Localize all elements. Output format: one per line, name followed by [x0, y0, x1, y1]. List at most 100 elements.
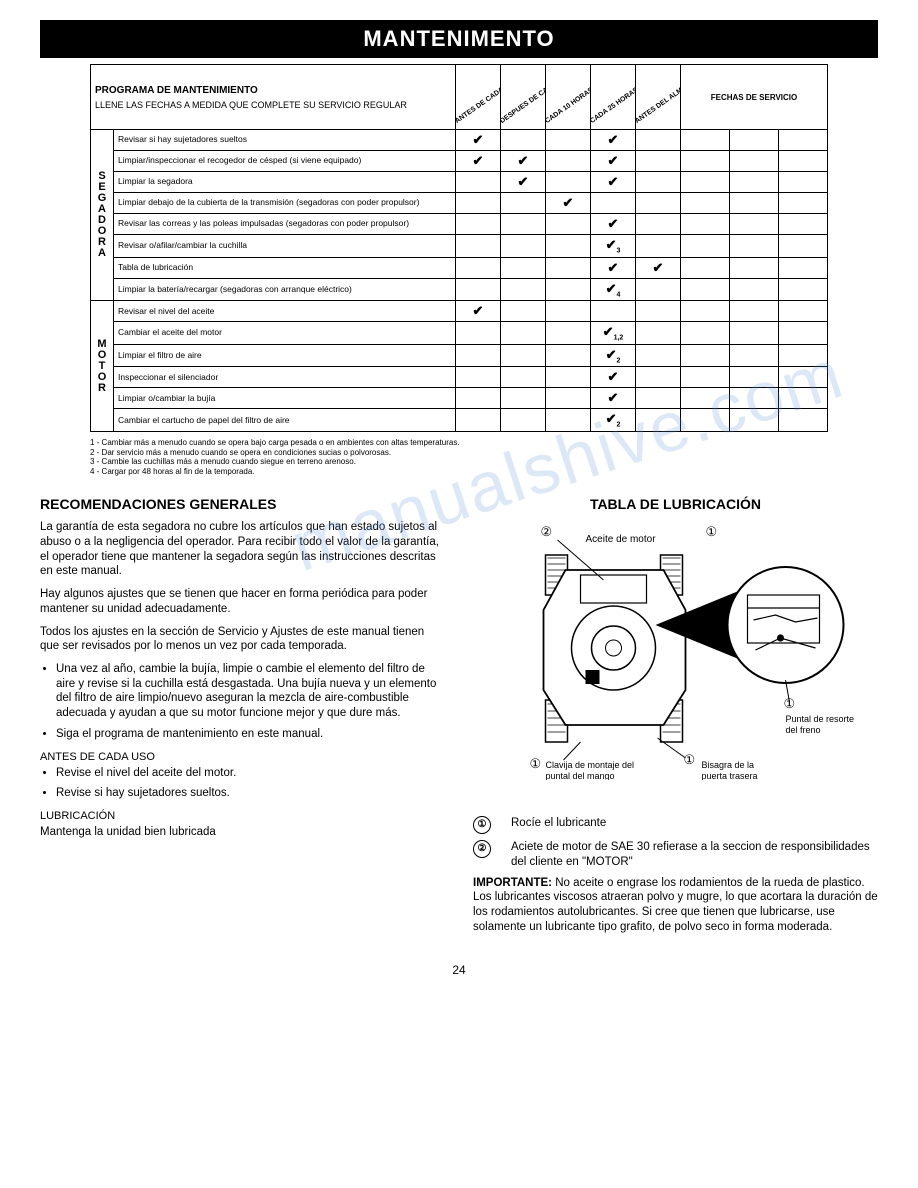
- service-date-cell: [681, 172, 730, 193]
- check-cell: [636, 130, 681, 151]
- maintenance-table: PROGRAMA DE MANTENIMIENTO LLENE LAS FECH…: [90, 64, 828, 432]
- col-header: DESPUES DE CADA USO: [501, 65, 546, 130]
- check-cell: [456, 257, 501, 278]
- task-cell: Revisar o/afilar/cambiar la cuchilla: [114, 235, 456, 258]
- service-date-cell: [681, 322, 730, 345]
- task-cell: Tabla de lubricación: [114, 257, 456, 278]
- service-date-cell: [779, 388, 828, 409]
- check-cell: [501, 278, 546, 301]
- legend-num-2: ②: [473, 840, 491, 858]
- service-date-cell: [681, 301, 730, 322]
- service-date-cell: [681, 214, 730, 235]
- check-cell: [636, 344, 681, 367]
- para: Mantenga la unidad bien lubricada: [40, 825, 445, 840]
- svg-text:del freno: del freno: [786, 725, 821, 735]
- service-date-cell: [730, 214, 779, 235]
- service-date-cell: [730, 409, 779, 432]
- check-cell: [456, 367, 501, 388]
- task-cell: Limpiar debajo de la cubierta de la tran…: [114, 193, 456, 214]
- service-date-cell: [681, 130, 730, 151]
- service-date-cell: [730, 235, 779, 258]
- task-cell: Limpiar el filtro de aire: [114, 344, 456, 367]
- svg-text:puerta trasera: puerta trasera: [702, 771, 758, 780]
- service-date-cell: [779, 172, 828, 193]
- footnotes: 1 - Cambiar más a menudo cuando se opera…: [90, 438, 828, 476]
- service-date-cell: [779, 367, 828, 388]
- svg-text:①: ①: [706, 524, 718, 539]
- mower-illustration: ② Aceite de motor ①: [473, 520, 878, 780]
- service-date-cell: [730, 322, 779, 345]
- service-date-cell: [681, 257, 730, 278]
- check-cell: ✔: [591, 388, 636, 409]
- check-cell: ✔: [591, 367, 636, 388]
- service-dates-header: FECHAS DE SERVICIO: [681, 65, 828, 130]
- check-cell: [636, 214, 681, 235]
- svg-text:Puntal de resorte: Puntal de resorte: [786, 714, 855, 724]
- service-date-cell: [779, 301, 828, 322]
- task-cell: Cambiar el aceite del motor: [114, 322, 456, 345]
- service-date-cell: [681, 151, 730, 172]
- service-date-cell: [681, 193, 730, 214]
- check-cell: [546, 172, 591, 193]
- check-cell: ✔: [456, 151, 501, 172]
- service-date-cell: [779, 409, 828, 432]
- bullet: Revise el nivel del aceite del motor.: [56, 766, 445, 781]
- footnote: 2 - Dar servicio más a menudo cuando se …: [90, 448, 828, 458]
- subhead: ANTES DE CADA USO: [40, 750, 445, 764]
- service-date-cell: [681, 367, 730, 388]
- check-cell: [546, 214, 591, 235]
- check-cell: ✔: [591, 214, 636, 235]
- col-header: ANTES DEL ALMACENAMIENTO: [636, 65, 681, 130]
- check-cell: ✔: [591, 172, 636, 193]
- check-cell: [456, 388, 501, 409]
- service-date-cell: [779, 257, 828, 278]
- bullet: Siga el programa de mantenimiento en est…: [56, 727, 445, 742]
- check-cell: [501, 301, 546, 322]
- check-cell: ✔1,2: [591, 322, 636, 345]
- footnote: 1 - Cambiar más a menudo cuando se opera…: [90, 438, 828, 448]
- check-cell: [501, 409, 546, 432]
- task-cell: Limpiar la batería/recargar (segadoras c…: [114, 278, 456, 301]
- svg-text:Bisagra de la: Bisagra de la: [702, 760, 755, 770]
- service-date-cell: [730, 301, 779, 322]
- legend-num-1: ①: [473, 816, 491, 834]
- check-cell: ✔: [501, 151, 546, 172]
- task-cell: Inspeccionar el silenciador: [114, 367, 456, 388]
- subhead: LUBRICACIÓN: [40, 809, 445, 823]
- check-cell: [636, 235, 681, 258]
- check-cell: [591, 193, 636, 214]
- maintenance-table-wrap: PROGRAMA DE MANTENIMIENTO LLENE LAS FECH…: [90, 64, 828, 432]
- col-header: ANTES DE CADA USO: [456, 65, 501, 130]
- task-cell: Revisar las correas y las poleas impulsa…: [114, 214, 456, 235]
- check-cell: ✔: [456, 130, 501, 151]
- service-date-cell: [779, 130, 828, 151]
- check-cell: ✔: [591, 130, 636, 151]
- service-date-cell: [730, 278, 779, 301]
- legend-row: ① Rocíe el lubricante: [473, 816, 878, 834]
- check-cell: [501, 235, 546, 258]
- check-cell: ✔4: [591, 278, 636, 301]
- check-cell: [546, 130, 591, 151]
- check-cell: [636, 151, 681, 172]
- service-date-cell: [730, 344, 779, 367]
- lubrication-diagram: ② Aceite de motor ①: [473, 520, 878, 800]
- check-cell: [501, 257, 546, 278]
- check-cell: [501, 322, 546, 345]
- service-date-cell: [779, 235, 828, 258]
- service-date-cell: [730, 193, 779, 214]
- check-cell: [456, 409, 501, 432]
- check-cell: [636, 172, 681, 193]
- table-header-cell: PROGRAMA DE MANTENIMIENTO LLENE LAS FECH…: [91, 65, 456, 130]
- check-cell: ✔3: [591, 235, 636, 258]
- check-cell: ✔2: [591, 344, 636, 367]
- footnote: 3 - Cambie las cuchillas más a menudo cu…: [90, 457, 828, 467]
- right-column: TABLA DE LUBRICACIÓN ② Aceite de motor ①: [473, 490, 878, 942]
- check-cell: [636, 409, 681, 432]
- check-cell: [546, 301, 591, 322]
- left-column: RECOMENDACIONES GENERALES La garantía de…: [40, 490, 445, 942]
- service-date-cell: [681, 409, 730, 432]
- check-cell: ✔: [501, 172, 546, 193]
- task-cell: Limpiar/inspeccionar el recogedor de cés…: [114, 151, 456, 172]
- check-cell: [456, 278, 501, 301]
- para: Hay algunos ajustes que se tienen que ha…: [40, 587, 445, 616]
